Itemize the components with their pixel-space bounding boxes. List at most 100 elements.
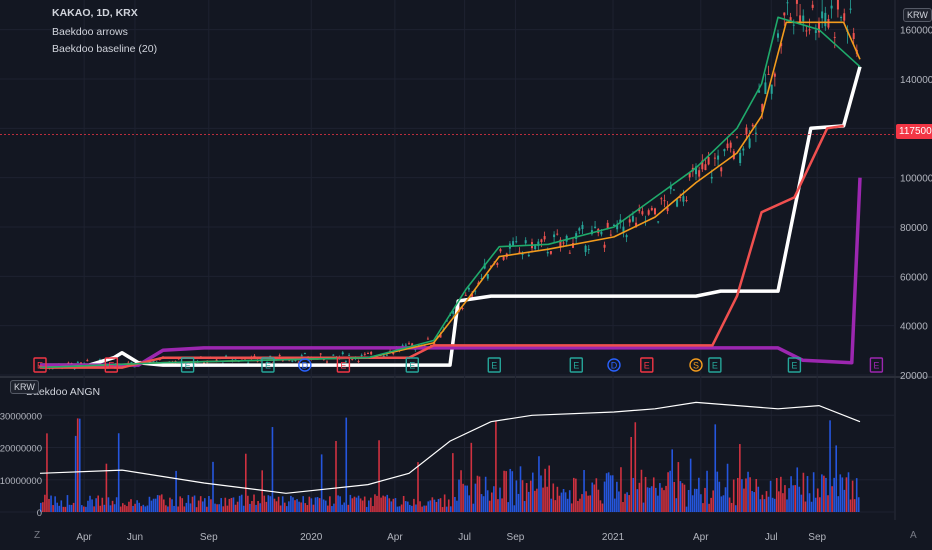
- volume-bar: [400, 504, 403, 512]
- candle-body: [360, 354, 363, 356]
- x-tick-label: Apr: [387, 532, 403, 543]
- volume-bar: [603, 481, 606, 512]
- volume-bar: [728, 497, 731, 512]
- volume-bar: [751, 490, 753, 512]
- price-scale-unit[interactable]: KRW: [903, 8, 932, 22]
- marker-box: [33, 357, 47, 373]
- volume-bar: [577, 500, 579, 512]
- volume-bar: [300, 502, 302, 512]
- candle-body: [827, 18, 830, 28]
- volume-bar: [72, 502, 75, 512]
- volume-bar: [626, 492, 628, 512]
- candle-body: [559, 239, 562, 247]
- volume-bar: [632, 477, 635, 512]
- candle-body: [707, 157, 710, 165]
- volume-bar: [273, 498, 276, 512]
- volume-bar: [618, 491, 620, 512]
- volume-bar: [464, 485, 466, 512]
- auto-scale-icon[interactable]: A: [910, 530, 917, 541]
- volume-bar: [372, 506, 374, 512]
- candle-body: [502, 256, 505, 260]
- volume-bar: [745, 478, 747, 512]
- volume-bar: [370, 497, 372, 512]
- volume-bar: [743, 488, 745, 512]
- volume-bar: [470, 442, 473, 512]
- volume-bar: [324, 500, 327, 512]
- volume-bar: [103, 504, 106, 512]
- volume-bar: [519, 466, 522, 512]
- volume-bar: [616, 481, 618, 512]
- volume-bar: [638, 482, 641, 512]
- volume-bar: [802, 472, 805, 512]
- volume-bar: [825, 477, 827, 512]
- volume-bar: [536, 488, 538, 512]
- volume-scale-unit[interactable]: KRW: [10, 380, 39, 394]
- volume-bar: [739, 444, 741, 512]
- volume-bar: [150, 500, 153, 512]
- candle-body: [594, 226, 597, 229]
- volume-bar: [288, 501, 290, 512]
- volume-bar: [97, 495, 99, 512]
- volume-bar: [507, 502, 509, 512]
- volume-bar: [417, 462, 419, 512]
- zoom-icon[interactable]: Z: [34, 530, 41, 541]
- volume-bar: [355, 497, 358, 512]
- candle-body: [234, 359, 237, 361]
- volume-bar: [591, 482, 594, 512]
- candle-body: [524, 240, 527, 244]
- volume-bar: [89, 495, 91, 512]
- candle-body: [625, 235, 628, 238]
- volume-bar: [392, 498, 395, 512]
- volume-bar: [849, 499, 852, 512]
- candle-body: [363, 353, 366, 355]
- volume-bar: [443, 494, 446, 512]
- indicator-baseline-label[interactable]: Baekdoo baseline (20): [52, 43, 158, 55]
- volume-bar: [706, 470, 708, 512]
- candle-body: [808, 29, 811, 31]
- candle-body: [527, 254, 530, 257]
- volume-bar: [402, 495, 405, 512]
- y-tick-label: 60000: [900, 272, 928, 283]
- candle-body: [303, 353, 306, 355]
- volume-bar: [679, 481, 682, 512]
- y-tick-label: 160000: [900, 26, 932, 37]
- volume-bar: [208, 496, 210, 512]
- volume-bar: [765, 491, 768, 512]
- indicator-arrows-label[interactable]: Baekdoo arrows: [52, 26, 128, 38]
- volume-bar: [704, 487, 706, 512]
- volume-bar: [589, 495, 591, 512]
- angn-line: [39, 401, 861, 494]
- candle-body: [836, 0, 839, 10]
- candle-body: [654, 208, 656, 215]
- candle-body: [802, 15, 805, 22]
- volume-bar: [833, 477, 835, 512]
- volume-bar: [85, 506, 87, 512]
- volume-bar: [140, 506, 143, 512]
- candle-body: [80, 362, 82, 364]
- volume-bar: [640, 469, 643, 512]
- candle-body: [713, 157, 716, 159]
- volume-bar: [652, 477, 655, 512]
- volume-bar: [210, 499, 212, 512]
- indicator-angn-label[interactable]: Baekdoo ANGN: [26, 386, 101, 398]
- candle-body: [666, 207, 669, 212]
- volume-bar: [556, 486, 559, 512]
- volume-bar: [786, 499, 788, 512]
- volume-bar: [468, 495, 471, 512]
- volume-bar: [450, 506, 452, 512]
- volume-bar: [357, 495, 360, 512]
- candle-body: [751, 124, 754, 127]
- volume-bar: [513, 505, 516, 512]
- series-lines: [0, 16, 895, 369]
- series-line-baekdoo-baseline: [40, 66, 862, 367]
- grid: [0, 0, 932, 520]
- marker-label: E: [108, 361, 114, 371]
- candle-body: [613, 224, 615, 227]
- candle-body: [635, 222, 638, 227]
- candle-body: [515, 241, 518, 243]
- volume-bar: [775, 477, 778, 512]
- volume-bar: [741, 479, 743, 512]
- candle-body: [392, 352, 395, 355]
- volume-bar: [812, 472, 815, 512]
- y-tick-label: 80000: [900, 223, 928, 234]
